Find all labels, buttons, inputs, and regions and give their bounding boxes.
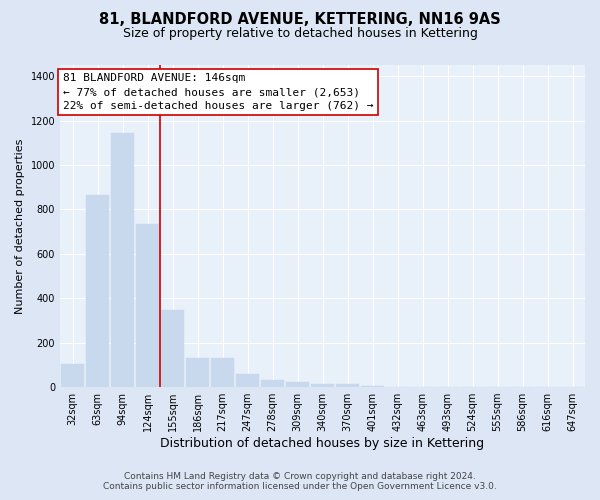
Bar: [161, 310, 184, 387]
Text: Contains HM Land Registry data © Crown copyright and database right 2024.
Contai: Contains HM Land Registry data © Crown c…: [103, 472, 497, 491]
Bar: [311, 384, 334, 387]
Bar: [286, 382, 309, 387]
Bar: [61, 364, 84, 387]
Bar: [86, 195, 109, 387]
Bar: [211, 358, 234, 387]
Y-axis label: Number of detached properties: Number of detached properties: [15, 138, 25, 314]
Bar: [111, 132, 134, 387]
Bar: [361, 386, 384, 387]
Bar: [136, 224, 159, 387]
Bar: [261, 380, 284, 387]
Bar: [236, 374, 259, 387]
X-axis label: Distribution of detached houses by size in Kettering: Distribution of detached houses by size …: [160, 437, 485, 450]
Bar: [336, 384, 359, 387]
Text: 81 BLANDFORD AVENUE: 146sqm
← 77% of detached houses are smaller (2,653)
22% of : 81 BLANDFORD AVENUE: 146sqm ← 77% of det…: [62, 73, 373, 111]
Text: Size of property relative to detached houses in Kettering: Size of property relative to detached ho…: [122, 28, 478, 40]
Bar: [186, 358, 209, 387]
Text: 81, BLANDFORD AVENUE, KETTERING, NN16 9AS: 81, BLANDFORD AVENUE, KETTERING, NN16 9A…: [99, 12, 501, 28]
